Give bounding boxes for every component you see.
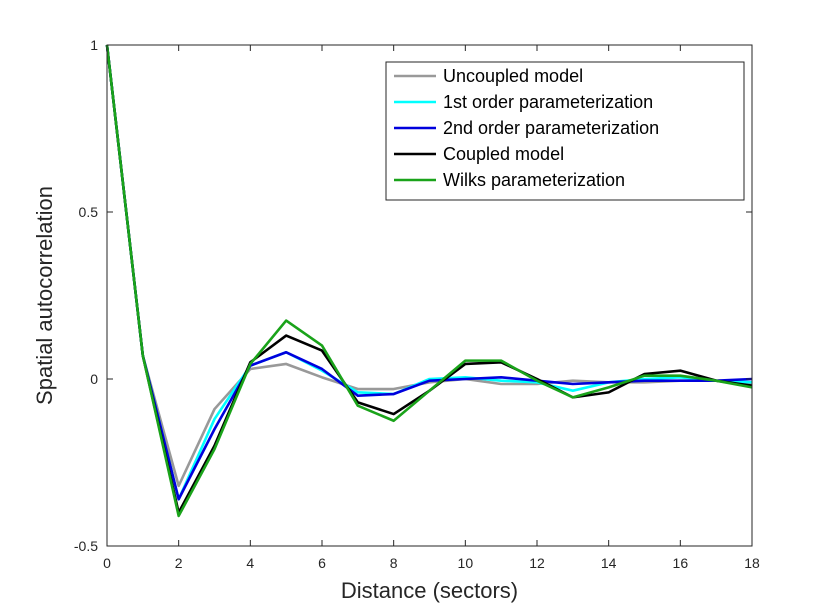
- legend-label: 1st order parameterization: [443, 92, 653, 112]
- legend-label: Wilks parameterization: [443, 170, 625, 190]
- y-tick-label: 1: [90, 37, 98, 53]
- x-tick-label: 4: [246, 555, 254, 571]
- x-tick-label: 18: [744, 555, 760, 571]
- y-axis-label: Spatial autocorrelation: [32, 186, 57, 405]
- axes: [106, 44, 753, 547]
- legend: Uncoupled model 1st order parameterizatio…: [385, 61, 745, 201]
- x-tick-label: 10: [458, 555, 474, 571]
- x-tick-label: 0: [103, 555, 111, 571]
- legend-label: 2nd order parameterization: [443, 118, 659, 138]
- legend-box: [385, 61, 745, 201]
- axes-box: [106, 44, 753, 547]
- series-line-1: [105, 44, 753, 488]
- y-tick-label: 0.5: [79, 204, 99, 220]
- x-tick-label: 6: [318, 555, 326, 571]
- series-layer: [105, 44, 753, 518]
- x-tick-label: 2: [175, 555, 183, 571]
- legend-label: Uncoupled model: [443, 66, 583, 86]
- x-tick-label: 14: [601, 555, 617, 571]
- x-axis-label: Distance (sectors): [341, 578, 518, 603]
- x-tick-label: 16: [673, 555, 689, 571]
- x-tick-label: 8: [390, 555, 398, 571]
- y-tick-label: 0: [90, 371, 98, 387]
- series-line-2: [105, 44, 753, 501]
- x-tick-label: 12: [529, 555, 545, 571]
- y-tick-label: -0.5: [74, 538, 98, 554]
- ticks: 0 2 4 6 8 10 12 14 16 18 -0.5 0 0.5 1: [74, 37, 760, 571]
- series-line-5: [105, 44, 753, 518]
- series-line-3: [105, 44, 753, 501]
- legend-label: Coupled model: [443, 144, 564, 164]
